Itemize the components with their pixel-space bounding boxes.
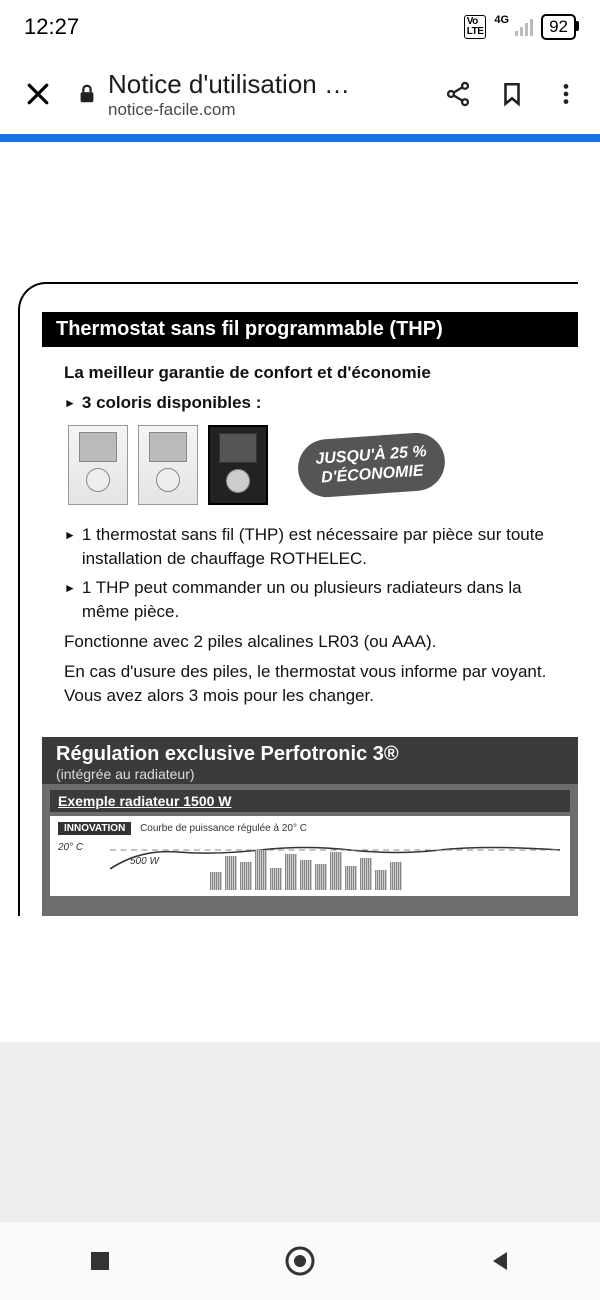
regulation-chart: INNOVATION Courbe de puissance régulée à… [50, 816, 570, 896]
home-button[interactable] [278, 1239, 322, 1283]
thp-header: Thermostat sans fil programmable (THP) [42, 312, 578, 347]
menu-icon[interactable] [550, 78, 582, 110]
recent-apps-button[interactable] [78, 1239, 122, 1283]
chart-caption: Courbe de puissance régulée à 20° C [140, 823, 307, 834]
page-domain: notice-facile.com [108, 100, 350, 120]
chart-bars [210, 850, 560, 890]
back-button[interactable] [478, 1239, 522, 1283]
page-title: Notice d'utilisation … [108, 69, 350, 100]
bookmark-icon[interactable] [496, 78, 528, 110]
thp-bullet-2: 1 THP peut commander un ou plusieurs rad… [64, 576, 556, 624]
status-right: VoLTE 4G 92 [464, 14, 576, 40]
thermostat-thumb-3 [208, 425, 268, 505]
thp-bullet-1: 1 thermostat sans fil (THP) est nécessai… [64, 523, 556, 571]
thp-intro: La meilleur garantie de confort et d'éco… [64, 361, 556, 385]
thermostat-thumb-1 [68, 425, 128, 505]
chart-ylabel: 20° C [58, 842, 83, 853]
thermostat-thumb-2 [138, 425, 198, 505]
regulation-example-title: Exemple radiateur 1500 W [50, 790, 570, 812]
bottom-blank [0, 1042, 600, 1222]
thp-colors-line: 3 coloris disponibles : [64, 391, 556, 415]
browser-toolbar: Notice d'utilisation … notice-facile.com [0, 54, 600, 134]
close-icon[interactable] [22, 78, 54, 110]
innovation-tag: INNOVATION [58, 822, 131, 835]
status-time: 12:27 [24, 14, 79, 40]
network-label: 4G [494, 14, 509, 26]
url-block[interactable]: Notice d'utilisation … notice-facile.com [76, 69, 420, 120]
signal-icon [515, 18, 533, 36]
thp-para-1: Fonctionne avec 2 piles alcalines LR03 (… [64, 630, 556, 654]
battery-indicator: 92 [541, 14, 576, 40]
page-content[interactable]: Not Thermostat sans fil programmable (TH… [0, 142, 600, 1042]
share-icon[interactable] [442, 78, 474, 110]
regulation-header: Régulation exclusive Perfotronic 3® (int… [42, 737, 578, 784]
savings-badge: JUSQU'À 25 %D'ÉCONOMIE [296, 431, 447, 500]
document-panel: Thermostat sans fil programmable (THP) L… [18, 282, 578, 916]
system-nav-bar [0, 1222, 600, 1300]
status-bar: 12:27 VoLTE 4G 92 [0, 0, 600, 54]
lock-icon [76, 83, 98, 105]
progress-strip [0, 134, 600, 142]
thp-para-2: En cas d'usure des piles, le thermostat … [64, 660, 556, 708]
volte-badge: VoLTE [464, 15, 487, 39]
regulation-body: Exemple radiateur 1500 W INNOVATION Cour… [42, 784, 578, 916]
thermostat-thumbnails: JUSQU'À 25 %D'ÉCONOMIE [68, 425, 578, 505]
